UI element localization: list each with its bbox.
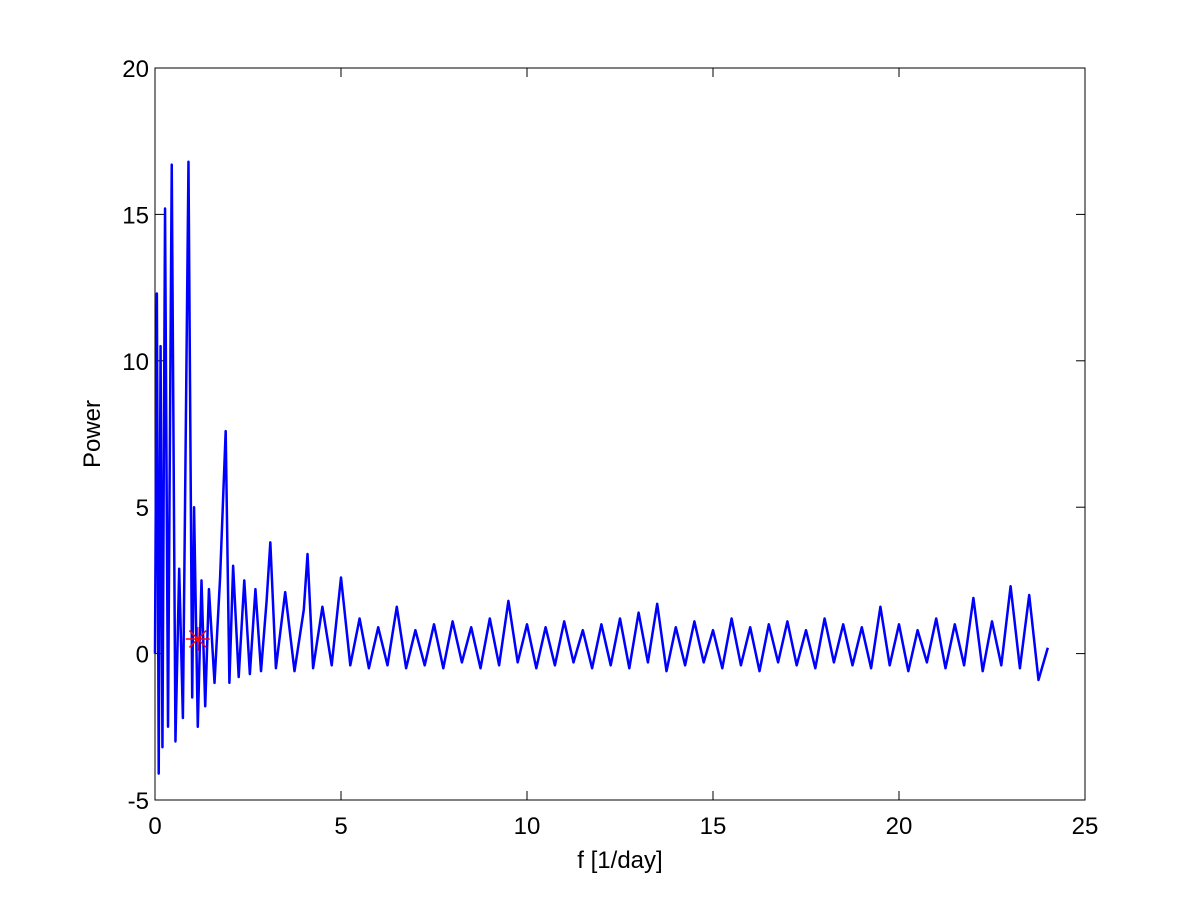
- x-axis-label: f [1/day]: [577, 847, 662, 874]
- x-tick-label: 15: [700, 813, 727, 840]
- y-tick-label: 15: [122, 202, 149, 229]
- y-tick-label: 5: [136, 495, 149, 522]
- star-marker: [185, 626, 210, 651]
- y-tick-label: -5: [128, 788, 149, 815]
- y-tick-label: 20: [122, 56, 149, 83]
- data-line: [153, 160, 1050, 775]
- plot-area: [154, 67, 1086, 801]
- y-tick-label: 10: [122, 349, 149, 376]
- x-tick-label: 25: [1072, 813, 1099, 840]
- x-tick-label: 20: [886, 813, 913, 840]
- x-tick-label: 0: [148, 813, 161, 840]
- x-tick-label: 10: [514, 813, 541, 840]
- star-stroke: [188, 630, 207, 648]
- x-tick-label: 5: [334, 813, 347, 840]
- y-axis-label: Power: [79, 400, 106, 468]
- y-tick-label: 0: [136, 642, 149, 669]
